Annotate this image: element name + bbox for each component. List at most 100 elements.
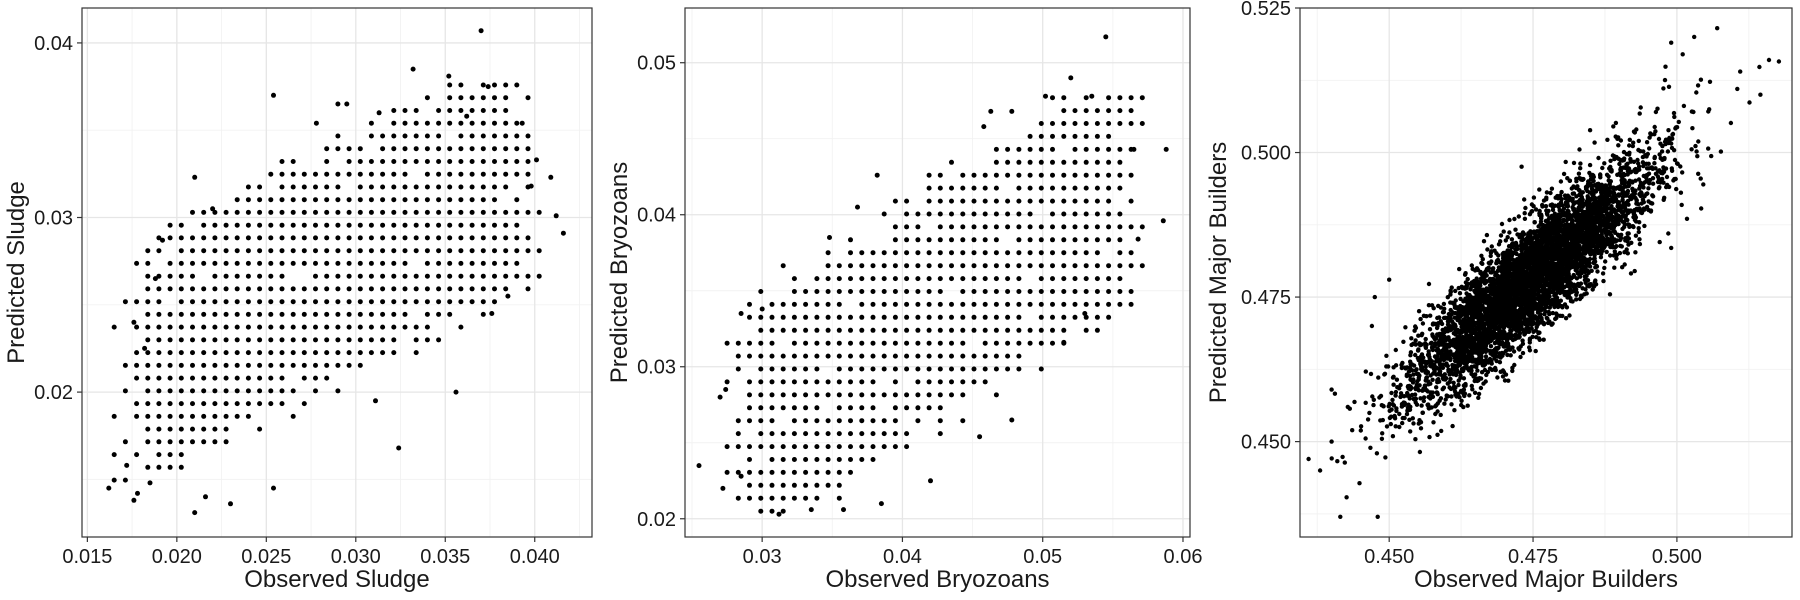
scatter-point [376, 110, 382, 116]
scatter-point [346, 324, 352, 330]
scatter-point [1050, 276, 1055, 282]
scatter-point [391, 209, 397, 215]
scatter-point [424, 222, 430, 228]
scatter-point [1572, 207, 1577, 212]
y-axis-title: Predicted Bryozoans [606, 162, 633, 383]
scatter-point [178, 413, 184, 419]
scatter-point [904, 392, 910, 398]
scatter-point [1027, 340, 1033, 346]
scatter-point [279, 299, 285, 305]
scatter-point [1669, 141, 1674, 146]
scatter-point [1016, 172, 1022, 178]
scatter-point [1662, 195, 1667, 200]
scatter-point [380, 133, 386, 139]
scatter-point [447, 171, 453, 177]
scatter-point [780, 314, 786, 320]
scatter-point [301, 299, 307, 305]
scatter-point [1061, 237, 1067, 243]
scatter-point [1406, 369, 1412, 374]
scatter-point [803, 301, 809, 307]
scatter-point [848, 379, 853, 385]
scatter-point [279, 222, 285, 228]
scatter-point [167, 439, 173, 445]
scatter-point [1631, 159, 1637, 164]
scatter-point [1342, 460, 1348, 465]
scatter-point [1634, 197, 1639, 203]
scatter-point [836, 495, 842, 501]
scatter-point [514, 209, 520, 215]
scatter-point [1083, 133, 1089, 139]
scatter-point [335, 101, 341, 107]
scatter-point [1547, 311, 1552, 317]
scatter-point [313, 260, 318, 266]
scatter-point [1598, 255, 1604, 260]
scatter-point [145, 350, 151, 356]
scatter-point [167, 464, 173, 470]
scatter-point [926, 314, 932, 320]
scatter-point [1094, 185, 1100, 191]
scatter-point [201, 299, 207, 305]
scatter-point [190, 413, 195, 419]
scatter-point [492, 171, 497, 177]
scatter-point [1418, 316, 1423, 322]
scatter-point [1106, 301, 1112, 307]
scatter-point [848, 418, 853, 424]
scatter-point [234, 286, 240, 292]
scatter-point [723, 387, 729, 392]
scatter-point [926, 289, 932, 294]
scatter-point [892, 224, 898, 230]
scatter-point [1439, 428, 1444, 434]
scatter-point [145, 324, 151, 330]
scatter-point [791, 431, 797, 437]
scatter-point [424, 324, 430, 330]
scatter-point [982, 224, 988, 230]
scatter-point [859, 301, 865, 307]
scatter-point [892, 250, 898, 256]
scatter-point [915, 340, 921, 346]
scatter-point [257, 401, 263, 407]
scatter-point [915, 237, 921, 243]
scatter-point [1393, 347, 1399, 353]
scatter-point [1453, 288, 1458, 294]
scatter-point [825, 418, 831, 424]
scatter-point [937, 198, 943, 204]
scatter-point [1413, 325, 1419, 331]
scatter-point [982, 172, 988, 178]
scatter-point [825, 353, 831, 359]
scatter-point [960, 172, 966, 178]
scatter-point [1533, 207, 1539, 212]
scatter-point [1016, 224, 1022, 230]
scatter-point [848, 457, 853, 462]
scatter-point [1050, 340, 1055, 346]
scatter-point [1629, 169, 1634, 174]
scatter-point [212, 260, 218, 266]
scatter-point [1444, 393, 1449, 398]
scatter-point [190, 337, 195, 343]
scatter-point [1005, 289, 1011, 294]
scatter-point [1513, 251, 1519, 256]
scatter-point [167, 324, 173, 330]
scatter-point [1027, 198, 1033, 204]
scatter-point [870, 405, 876, 411]
scatter-point [780, 508, 786, 514]
scatter-point [836, 379, 842, 385]
scatter-point [791, 276, 797, 282]
scatter-point [234, 350, 240, 356]
scatter-point [503, 133, 509, 139]
scatter-point [190, 311, 195, 317]
scatter-point [982, 301, 988, 307]
scatter-point [469, 197, 475, 203]
scatter-point [1652, 161, 1657, 166]
scatter-point [145, 375, 151, 381]
scatter-point [881, 366, 887, 372]
scatter-point [1094, 237, 1100, 243]
scatter-point [870, 314, 876, 320]
scatter-point [1510, 365, 1515, 370]
scatter-point [724, 340, 730, 346]
scatter-point [1083, 95, 1089, 101]
scatter-point [848, 250, 853, 256]
scatter-point [279, 362, 285, 368]
scatter-point [971, 237, 977, 243]
scatter-point [1388, 421, 1394, 427]
scatter-point [480, 311, 486, 317]
